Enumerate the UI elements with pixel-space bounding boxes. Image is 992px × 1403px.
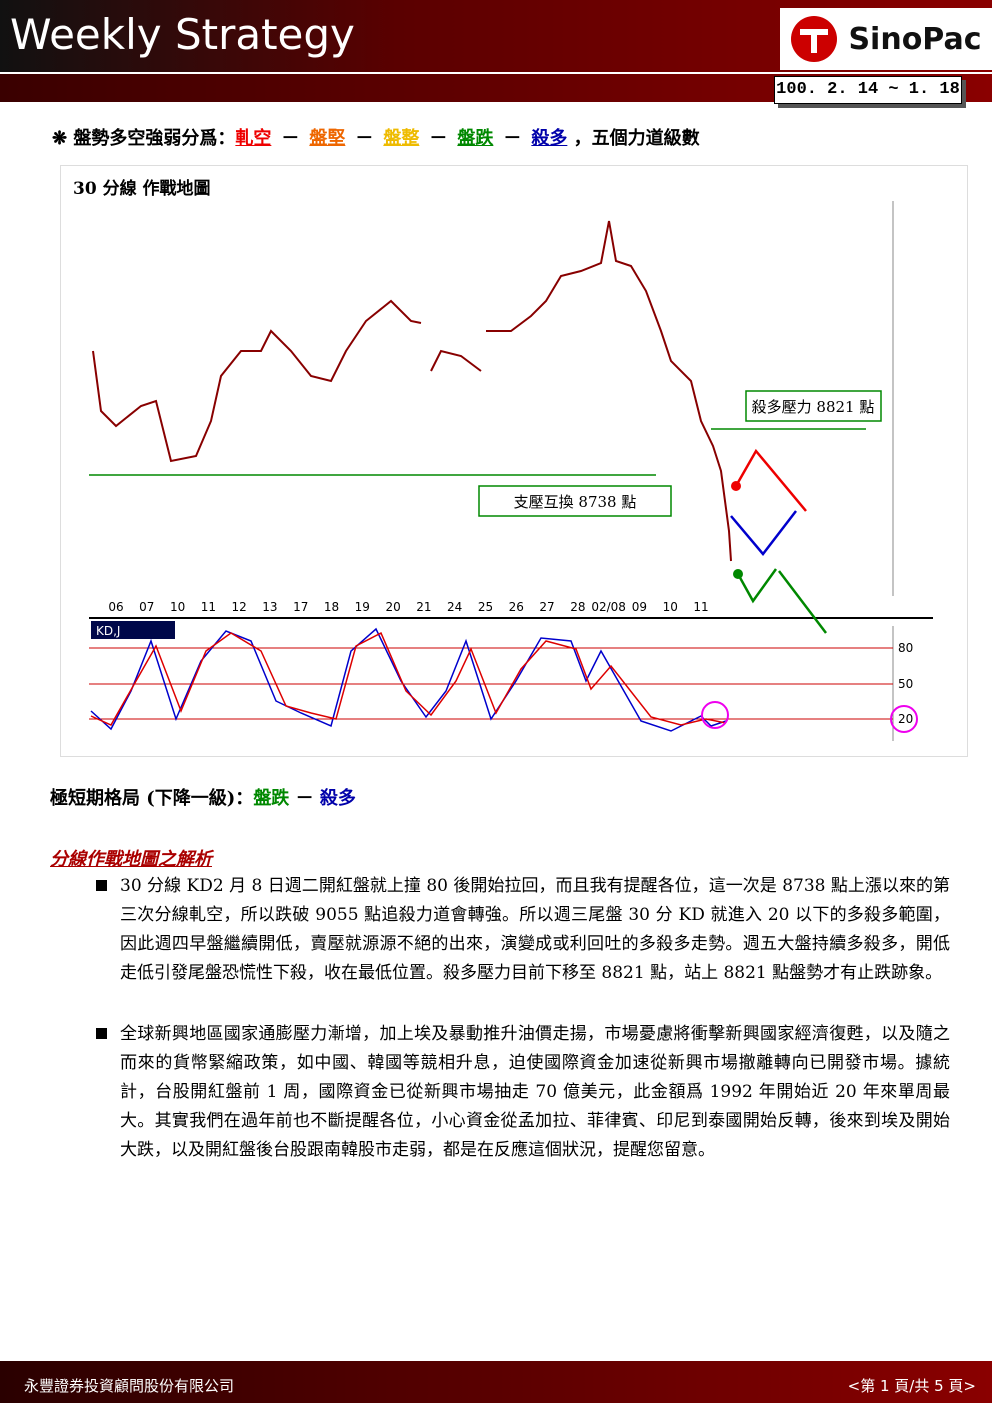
x-label: 28 — [570, 600, 585, 614]
x-label: 12 — [232, 600, 247, 614]
x-label: 18 — [324, 600, 339, 614]
x-label: 09 — [632, 600, 647, 614]
x-label: 10 — [663, 600, 678, 614]
separator: － — [503, 128, 522, 149]
x-label: 11 — [201, 600, 216, 614]
intro-suffix: ，五個力道級數 — [573, 128, 700, 149]
footer-company: 永豐證券投資顧問股份有限公司 — [24, 1377, 235, 1395]
footer: 永豐證券投資顧問股份有限公司 <第 1 頁/共 5 頁> — [0, 1361, 992, 1403]
x-label: 20 — [385, 600, 400, 614]
status: 極短期格局 (下降一級)：盤跌 － 殺多 — [50, 784, 356, 810]
kd-level: 80 — [898, 641, 913, 655]
status-second: 殺多 — [319, 788, 356, 809]
x-label: 27 — [539, 600, 554, 614]
bullet — [96, 880, 107, 891]
x-label: 24 — [447, 600, 462, 614]
x-label: 07 — [139, 600, 154, 614]
brand: SinoPac — [848, 21, 982, 57]
x-label: 26 — [509, 600, 524, 614]
x-label: 25 — [478, 600, 493, 614]
intro: ❋ 盤勢多空強弱分爲：軋空－盤堅－盤整－盤跌－殺多 ，五個力道級數 — [52, 128, 700, 149]
separator: － — [355, 128, 374, 149]
status-label: 極短期格局 (下降一級)： — [50, 788, 254, 809]
chart-title: 30 分線 作戰地圖 — [73, 178, 211, 199]
logo: SinoPac — [780, 8, 992, 70]
status-first: 盤跌 — [253, 788, 290, 809]
kd-level: 20 — [898, 712, 913, 726]
x-label: 13 — [262, 600, 277, 614]
level: 盤堅 — [309, 128, 346, 149]
x-label: 17 — [293, 600, 308, 614]
paragraph: 30 分線 KD2 月 8 日週二開紅盤就上撞 80 後開始拉回，而且我有提醒各… — [120, 876, 950, 983]
kd-level: 50 — [898, 677, 913, 691]
indicator-label: KD,J — [96, 624, 120, 638]
level: 盤跌 — [457, 128, 494, 149]
analysis-title: 分線作戰地圖之解析 — [50, 849, 212, 870]
x-label: 02/08 — [591, 600, 626, 614]
separator: － — [429, 128, 448, 149]
separator: － — [281, 128, 300, 149]
status-separator: － — [295, 788, 314, 809]
date-range: 100. 2. 14 ~ 1. 18 — [774, 76, 962, 104]
level: 軋空 — [235, 128, 272, 149]
chart: 30 分線 作戰地圖 殺多壓力 8821 點 支壓互換 8738 點 06 07 1… — [73, 178, 933, 741]
footer-page: <第 1 頁/共 5 頁> — [847, 1377, 976, 1395]
logo-icon — [791, 16, 838, 62]
page-title: Weekly Strategy — [10, 10, 355, 59]
bullet — [96, 1028, 107, 1039]
x-label: 19 — [355, 600, 370, 614]
x-label: 21 — [416, 600, 431, 614]
support-label: 支壓互換 8738 點 — [514, 493, 637, 511]
level: 盤整 — [383, 128, 420, 149]
x-label: 06 — [108, 600, 123, 614]
x-label: 11 — [693, 600, 708, 614]
levels: 軋空 － 盤堅 － 盤整 － 盤跌 － 殺多 — [235, 128, 567, 149]
chart-frame: 30 分線 作戰地圖 殺多壓力 8821 點 支壓互換 8738 點 06 07 1… — [60, 165, 968, 757]
resistance-label: 殺多壓力 8821 點 — [752, 398, 875, 416]
intro-prefix: 盤勢多空強弱分爲： — [73, 128, 236, 149]
paragraph: 全球新興地區國家通膨壓力漸增，加上埃及暴動推升油價走揚，市場憂慮將衝擊新興國家經… — [120, 1024, 950, 1160]
x-label: 10 — [170, 600, 185, 614]
level: 殺多 — [531, 128, 568, 149]
